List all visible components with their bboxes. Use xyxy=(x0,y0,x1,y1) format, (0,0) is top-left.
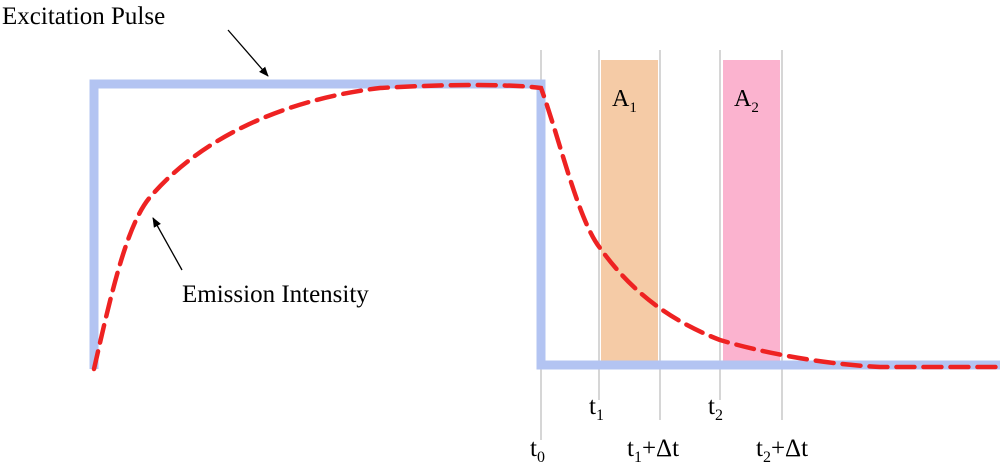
emission-intensity-curve xyxy=(91,82,1000,372)
excitation-pulse-line xyxy=(89,79,1000,370)
emission-intensity-arrow xyxy=(152,217,183,271)
time-label-t2: t2 xyxy=(708,393,723,424)
gate-label-a2: A2 xyxy=(734,86,759,116)
excitation-pulse-label: Excitation Pulse xyxy=(2,3,165,30)
time-label-t0: t0 xyxy=(530,435,545,466)
emission-intensity-label: Emission Intensity xyxy=(182,281,369,308)
gate-label-a1: A1 xyxy=(612,86,637,116)
time-label-t1: t1 xyxy=(589,393,604,424)
excitation-pulse-arrow xyxy=(227,29,269,77)
time-label-t2-dt: t2+Δt xyxy=(756,435,808,466)
gate-window-a1 xyxy=(601,60,658,361)
gate-window-a2 xyxy=(723,60,780,361)
time-label-t1-dt: t1+Δt xyxy=(627,435,679,466)
